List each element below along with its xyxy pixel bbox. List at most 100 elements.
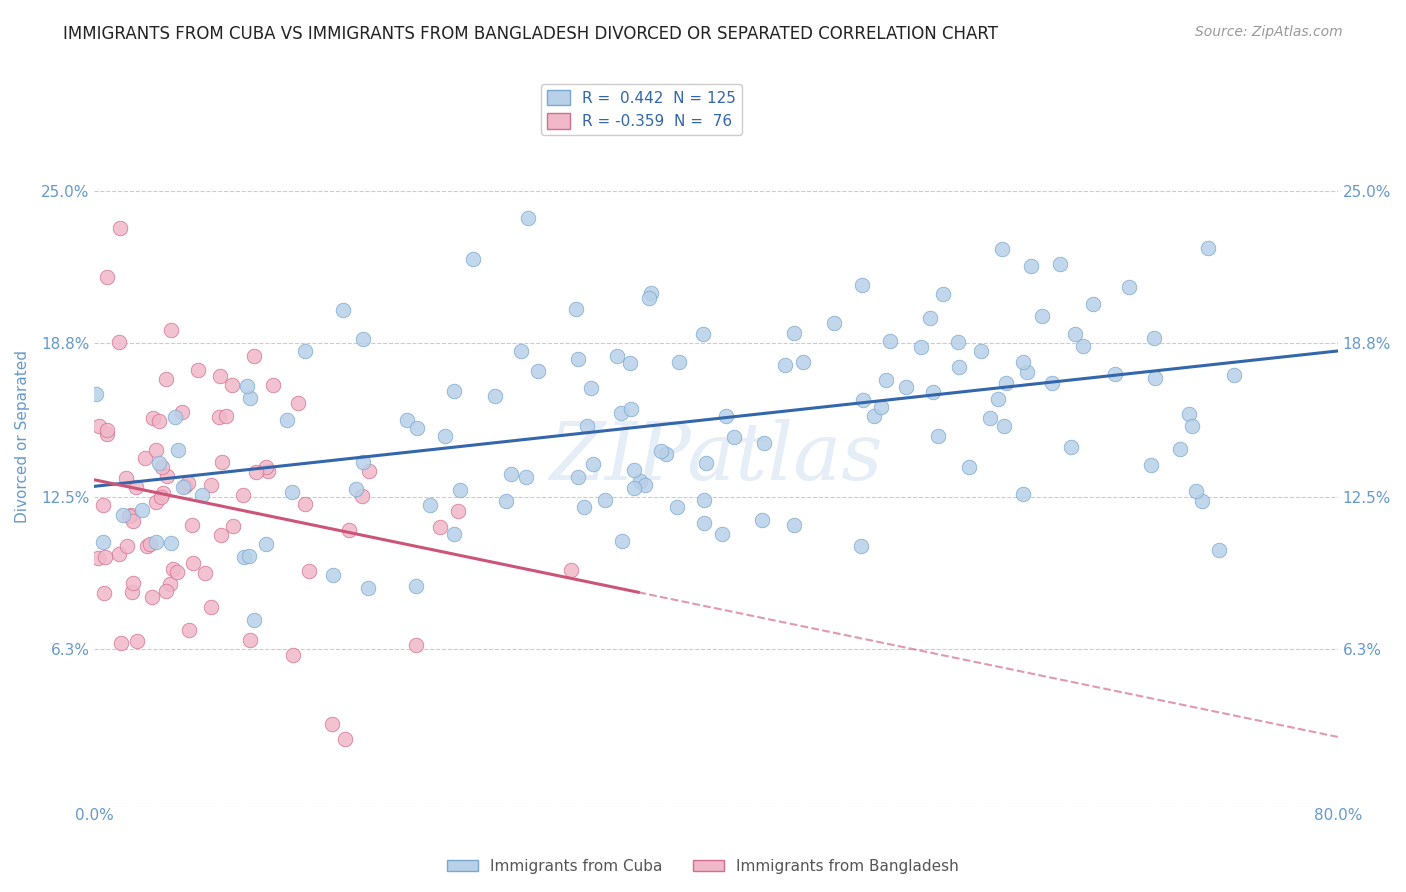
Point (623, 481, 645, 495)
Point (256, 464, 278, 478)
Point (93, 586, 115, 600)
Point (208, 368, 231, 383)
Legend: R =  0.442  N = 125, R = -0.359  N =  76: R = 0.442 N = 125, R = -0.359 N = 76 (541, 84, 742, 136)
Point (668, 355, 690, 369)
Point (620, 401, 643, 416)
Point (239, 632, 262, 647)
Point (1168, 442, 1191, 456)
Point (352, 489, 374, 503)
Point (405, 420, 427, 434)
Point (243, 349, 266, 363)
Point (134, 451, 156, 466)
Point (515, 469, 537, 483)
Point (567, 470, 589, 484)
Point (181, 556, 204, 570)
Point (396, 413, 419, 427)
Point (987, 392, 1010, 406)
Point (773, 358, 796, 372)
Point (136, 539, 159, 553)
Point (222, 519, 245, 533)
Point (110, 220, 132, 235)
Point (148, 457, 170, 471)
Point (298, 564, 321, 578)
Point (932, 287, 955, 301)
Point (122, 575, 145, 590)
Legend: Immigrants from Cuba, Immigrants from Bangladesh: Immigrants from Cuba, Immigrants from Ba… (441, 853, 965, 880)
Point (655, 447, 678, 461)
Point (979, 410, 1001, 425)
Point (429, 520, 451, 534)
Point (243, 613, 266, 627)
Point (115, 470, 138, 484)
Point (239, 392, 262, 406)
Point (122, 514, 145, 528)
Point (610, 406, 633, 420)
Point (1181, 419, 1204, 434)
Point (167, 443, 190, 458)
Point (357, 464, 380, 478)
Point (200, 600, 222, 615)
Point (294, 498, 316, 512)
Point (1208, 543, 1230, 558)
Point (920, 311, 942, 326)
Point (957, 460, 980, 475)
Point (927, 428, 949, 442)
Point (619, 356, 641, 370)
Point (612, 533, 634, 548)
Point (254, 459, 277, 474)
Point (849, 539, 872, 553)
Point (150, 491, 173, 505)
Point (894, 380, 917, 394)
Point (322, 568, 344, 582)
Point (1143, 331, 1166, 345)
Point (162, 562, 184, 576)
Point (221, 378, 243, 392)
Point (1019, 259, 1042, 273)
Point (1223, 368, 1246, 382)
Point (582, 457, 605, 471)
Point (575, 419, 598, 434)
Point (108, 334, 131, 349)
Point (160, 535, 183, 549)
Point (499, 467, 522, 482)
Point (509, 344, 531, 359)
Point (948, 359, 970, 374)
Point (623, 463, 645, 477)
Point (294, 344, 316, 359)
Point (232, 550, 254, 565)
Point (461, 252, 484, 266)
Point (574, 500, 596, 514)
Point (145, 495, 167, 509)
Point (595, 492, 617, 507)
Point (238, 549, 260, 564)
Point (754, 436, 776, 450)
Point (191, 488, 214, 502)
Point (91, 534, 114, 549)
Point (1031, 310, 1053, 324)
Point (337, 523, 360, 537)
Point (125, 480, 148, 494)
Point (145, 442, 167, 457)
Point (419, 498, 441, 512)
Point (1191, 494, 1213, 508)
Point (173, 478, 195, 492)
Point (200, 478, 222, 492)
Point (179, 623, 201, 637)
Point (115, 539, 138, 553)
Point (156, 469, 179, 483)
Point (666, 500, 689, 515)
Point (166, 565, 188, 579)
Point (187, 363, 209, 377)
Point (112, 508, 135, 523)
Point (155, 372, 177, 386)
Point (125, 634, 148, 648)
Point (209, 527, 232, 541)
Point (993, 419, 1015, 434)
Point (352, 332, 374, 346)
Point (276, 413, 298, 427)
Point (792, 355, 814, 369)
Point (91, 498, 114, 512)
Point (634, 478, 657, 492)
Point (177, 476, 200, 491)
Point (1197, 241, 1219, 255)
